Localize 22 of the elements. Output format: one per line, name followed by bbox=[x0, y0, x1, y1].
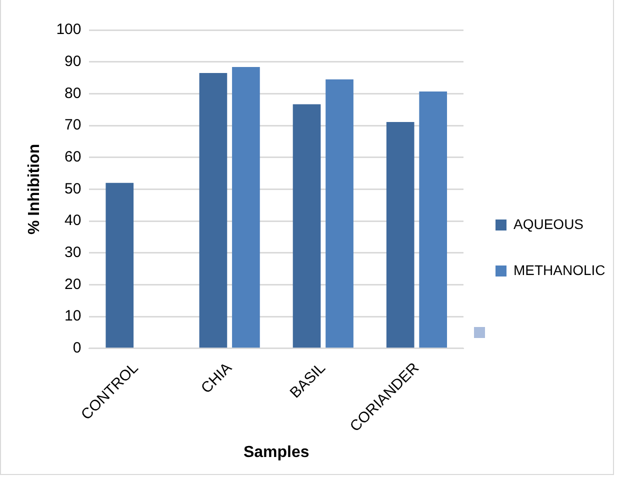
y-tick-label: 40 bbox=[64, 212, 82, 230]
y-tick-label: 20 bbox=[64, 276, 82, 293]
bar bbox=[292, 104, 321, 348]
y-tick-label: 100 bbox=[56, 21, 82, 38]
bar bbox=[419, 91, 448, 348]
y-tick-label: 90 bbox=[64, 52, 82, 70]
y-tick-label: 60 bbox=[64, 148, 82, 166]
y-tick-label: 0 bbox=[72, 340, 82, 357]
legend-label: AQUEOUS bbox=[514, 216, 584, 232]
bar bbox=[199, 72, 228, 348]
y-tick-label: 70 bbox=[64, 116, 82, 134]
y-tick-label: 50 bbox=[64, 180, 82, 198]
bar bbox=[386, 122, 414, 348]
y-tick-label: 80 bbox=[64, 84, 82, 102]
y-tick-label: 30 bbox=[64, 244, 82, 262]
x-axis-title: Samples bbox=[243, 444, 310, 461]
y-tick-label: 10 bbox=[64, 308, 82, 325]
legend-label: METHANOLIC bbox=[514, 262, 606, 278]
bar bbox=[232, 66, 260, 348]
y-axis-title: % Inhibition bbox=[26, 144, 44, 235]
bar bbox=[106, 182, 134, 348]
bar bbox=[326, 79, 354, 348]
